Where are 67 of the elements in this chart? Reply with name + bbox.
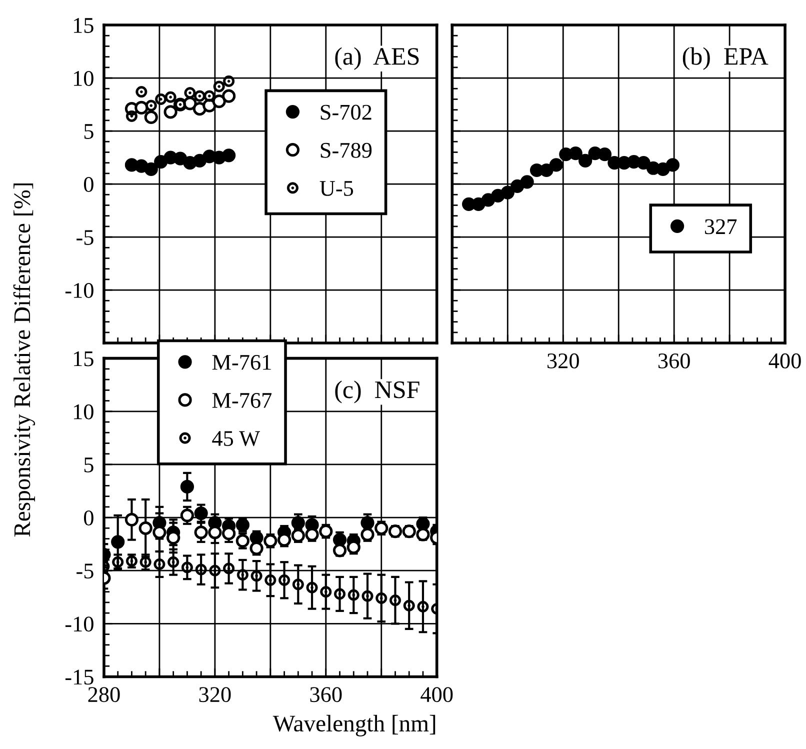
y-tick-label: 5 <box>84 458 94 472</box>
y-tick-label: -10 <box>65 616 94 632</box>
legend-label: M-761 <box>212 354 271 370</box>
x-tick-label: 400 <box>768 353 801 368</box>
y-tick-label: -15 <box>65 670 94 685</box>
point <box>144 110 158 124</box>
point <box>173 152 188 166</box>
point <box>192 154 206 168</box>
y-tick-label: 10 <box>74 404 94 420</box>
point <box>332 533 347 547</box>
legend-label: S-702 <box>320 104 372 120</box>
text: (c) NSF <box>335 380 420 404</box>
point <box>598 148 612 162</box>
y-tick-label: 5 <box>84 124 94 139</box>
x-tick-label: 280 <box>88 687 120 702</box>
y-tick-label: -5 <box>76 564 94 579</box>
point <box>360 516 374 530</box>
legend-label: S-789 <box>320 142 372 158</box>
text: (a) AES <box>335 47 419 70</box>
point <box>154 154 168 169</box>
y-tick-label: 15 <box>74 18 94 33</box>
legend-label: M-767 <box>212 393 272 408</box>
text: (b) EPA <box>682 47 768 70</box>
legend-label: 45 W <box>212 431 260 446</box>
legend-label: 327 <box>705 219 737 234</box>
y-tick-label: 0 <box>84 510 94 526</box>
x-tick-label: 360 <box>310 687 342 702</box>
point <box>291 516 305 530</box>
x-tick-label: 320 <box>199 687 231 702</box>
x-axis-title: Wavelength [nm] <box>272 714 436 736</box>
point <box>222 89 236 103</box>
point <box>124 512 139 526</box>
point <box>144 162 158 176</box>
point <box>164 105 178 119</box>
y-axis-title: Responsivity Relative Difference [%] <box>13 183 36 537</box>
point <box>636 156 650 170</box>
x-tick-label: 400 <box>420 687 453 702</box>
y-tick-label: -10 <box>65 282 94 298</box>
point <box>180 508 194 522</box>
point <box>152 526 166 540</box>
y-tick-label: 10 <box>74 70 94 86</box>
point <box>134 100 148 115</box>
point <box>305 528 319 542</box>
point <box>500 186 514 200</box>
point <box>138 521 152 535</box>
point <box>656 162 670 176</box>
point <box>332 544 347 558</box>
point <box>578 154 592 168</box>
x-tick-label: 360 <box>658 353 690 368</box>
point <box>111 535 125 549</box>
point <box>520 175 534 189</box>
point <box>549 158 563 172</box>
point <box>180 480 194 494</box>
point <box>540 163 554 178</box>
legend-label: U-5 <box>320 181 354 196</box>
point <box>194 526 208 540</box>
y-tick-label: 15 <box>74 351 94 366</box>
point <box>666 158 680 172</box>
point <box>208 526 222 540</box>
point <box>472 197 486 211</box>
point <box>481 193 496 207</box>
point <box>222 148 236 162</box>
x-tick-label: 320 <box>548 353 579 368</box>
y-tick-label: -5 <box>76 230 94 245</box>
point <box>510 179 524 193</box>
y-tick-label: 0 <box>84 176 94 192</box>
point <box>568 146 582 160</box>
